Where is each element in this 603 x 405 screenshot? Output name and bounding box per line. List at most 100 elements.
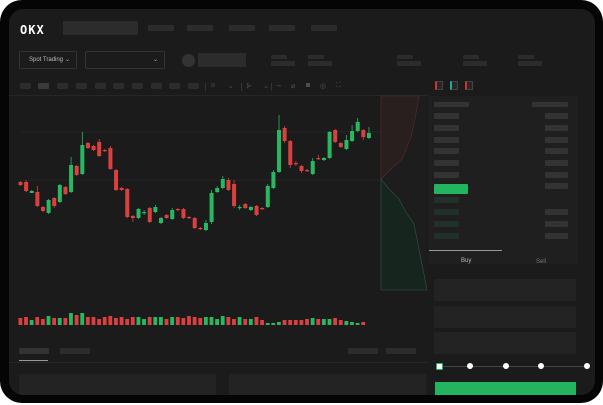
volume-bar [147, 317, 152, 325]
candle-body [29, 191, 34, 193]
orderbook-bids-icon[interactable] [450, 81, 458, 90]
timeframe-button[interactable] [76, 83, 87, 89]
volume-bar [226, 317, 231, 325]
market-type-select[interactable]: Spot Trading ⌄ [19, 51, 77, 69]
ask-price [434, 172, 459, 178]
slider-handle[interactable] [436, 363, 443, 370]
candle-body [170, 210, 175, 219]
ask-price [434, 137, 459, 143]
stat-label [308, 55, 324, 59]
candle-body [265, 186, 270, 207]
tab-sell[interactable]: Sell [536, 259, 547, 265]
tab-order-history[interactable] [60, 348, 90, 354]
orderbook-asks-icon[interactable] [465, 81, 473, 90]
ask-amount [545, 113, 568, 119]
candle-body [69, 165, 74, 192]
depth-bids-area [380, 178, 428, 291]
orderbook-both-icon[interactable] [435, 81, 443, 90]
nav-item[interactable] [187, 25, 213, 31]
volume-bar [209, 317, 214, 325]
stat-value [308, 61, 332, 66]
chevron-down-icon: ⌄ [152, 57, 158, 63]
candle-body [136, 209, 141, 218]
slider-step-50[interactable] [503, 363, 509, 369]
nav-item[interactable] [148, 25, 174, 31]
pair-select[interactable]: ⌄ [85, 51, 165, 69]
candle-body [153, 207, 158, 212]
chevron-down-icon[interactable]: ⌄ [228, 83, 234, 90]
candle-body [74, 166, 79, 175]
volume-bar [187, 316, 191, 325]
candle-body [40, 207, 45, 211]
price-chart[interactable] [9, 9, 595, 395]
volume-bar [344, 321, 349, 325]
tab-buy[interactable]: Buy [461, 258, 472, 264]
candle-body [237, 207, 242, 209]
timeframe-button[interactable] [132, 83, 143, 89]
nav-item[interactable] [229, 25, 255, 31]
nav-item[interactable] [311, 25, 337, 31]
volume-bar [327, 319, 332, 325]
volume-bar [288, 320, 293, 325]
chevron-down-icon[interactable]: ⌄ [263, 83, 269, 90]
stat-value [397, 61, 421, 66]
nav-item[interactable] [269, 25, 295, 31]
timeframe-button[interactable] [57, 83, 68, 89]
volume-bar [181, 318, 186, 325]
timeframe-button[interactable] [113, 83, 124, 89]
volume-bar [74, 315, 79, 325]
candle-body [114, 170, 119, 190]
buy-button[interactable] [435, 382, 576, 395]
timeframe-button[interactable] [151, 83, 162, 89]
timeframe-button[interactable] [188, 83, 199, 89]
ruler-icon[interactable]: ⌀ [291, 83, 296, 90]
candle-body [203, 223, 208, 230]
timeframe-button[interactable] [38, 83, 49, 89]
stat-label [397, 55, 413, 59]
filter-button[interactable] [348, 348, 378, 354]
ask-price [434, 148, 459, 154]
price-input[interactable] [434, 279, 576, 301]
candle-body [187, 217, 192, 219]
candle-body [102, 150, 107, 152]
search-box[interactable] [63, 21, 138, 35]
candle-body [327, 132, 332, 158]
candle-body [175, 209, 180, 211]
wave-icon[interactable]: ∼ [276, 83, 282, 90]
filter-button[interactable] [386, 348, 416, 354]
total-input[interactable] [434, 332, 576, 354]
amount-input[interactable] [434, 306, 576, 328]
settings-icon[interactable]: ◎ [320, 83, 327, 90]
candle-body [18, 182, 23, 185]
camera-icon[interactable]: ◙ [306, 82, 311, 89]
volume-bar [271, 323, 276, 325]
volume-bar [142, 319, 146, 325]
candle-body [119, 188, 124, 190]
candle-body [164, 215, 169, 218]
timeframe-button[interactable] [20, 83, 31, 89]
fullscreen-icon[interactable]: ⛶ [336, 82, 341, 89]
volume-bar [232, 319, 236, 325]
divider [271, 83, 272, 91]
ask-amount [545, 148, 568, 154]
slider-step-100[interactable] [584, 363, 590, 369]
draw-icon[interactable]: ⊱ [246, 83, 252, 90]
slider-step-25[interactable] [467, 363, 473, 369]
amount-slider[interactable] [439, 366, 589, 367]
volume-bar [321, 319, 326, 325]
volume-bar [18, 318, 23, 325]
timeframe-button[interactable] [169, 83, 180, 89]
indicator-icon[interactable]: ıı [211, 82, 215, 89]
candle-body [35, 192, 40, 206]
divider [205, 83, 206, 91]
okx-logo: OKX [20, 23, 45, 37]
candle-body [147, 208, 152, 222]
candle-body [260, 208, 265, 210]
tab-open-orders[interactable] [19, 348, 49, 354]
slider-step-75[interactable] [538, 363, 544, 369]
orderbook-header-price [434, 102, 469, 107]
timeframe-button[interactable] [95, 83, 106, 89]
volume-bar [114, 318, 118, 325]
volume-bar [130, 317, 135, 325]
